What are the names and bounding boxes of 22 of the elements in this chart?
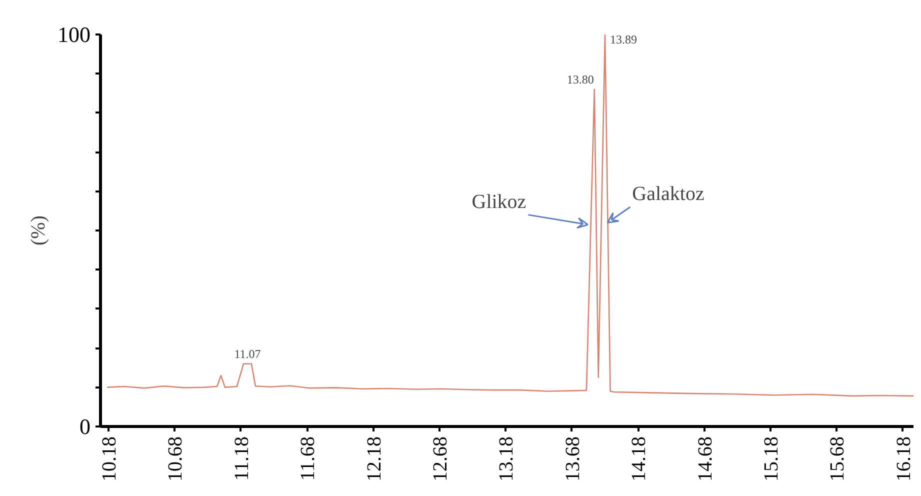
y-axis-title: (%) (28, 216, 50, 246)
annotation: Glikoz (472, 190, 526, 213)
annotation: 13.89 (610, 32, 637, 46)
x-tick-label: 13.18 (496, 436, 518, 482)
x-tick-label: 14.18 (628, 436, 650, 482)
x-tick-label: 15.18 (760, 436, 782, 482)
x-tick-label: 13.68 (562, 436, 584, 482)
annotation: 13.80 (566, 72, 594, 86)
x-tick-label: 11.68 (297, 436, 320, 481)
x-tick-label: 10.18 (98, 436, 120, 482)
x-tick-label: 14.68 (694, 436, 716, 482)
x-tick-label: 12.18 (363, 436, 386, 482)
line-series (106, 34, 914, 397)
annotation: 11.07 (234, 346, 261, 361)
x-tick-label: 12.68 (429, 436, 452, 482)
x-tick-label: 16.18 (892, 436, 915, 482)
x-tick-label: 10.68 (164, 436, 187, 482)
x-tick-label: 11.18 (230, 436, 253, 481)
annotation: Galaktoz (632, 182, 704, 205)
y-tick-label: 0 (80, 414, 90, 439)
y-tick-label: 100 (58, 22, 90, 47)
x-tick-label: 15.68 (826, 436, 849, 482)
